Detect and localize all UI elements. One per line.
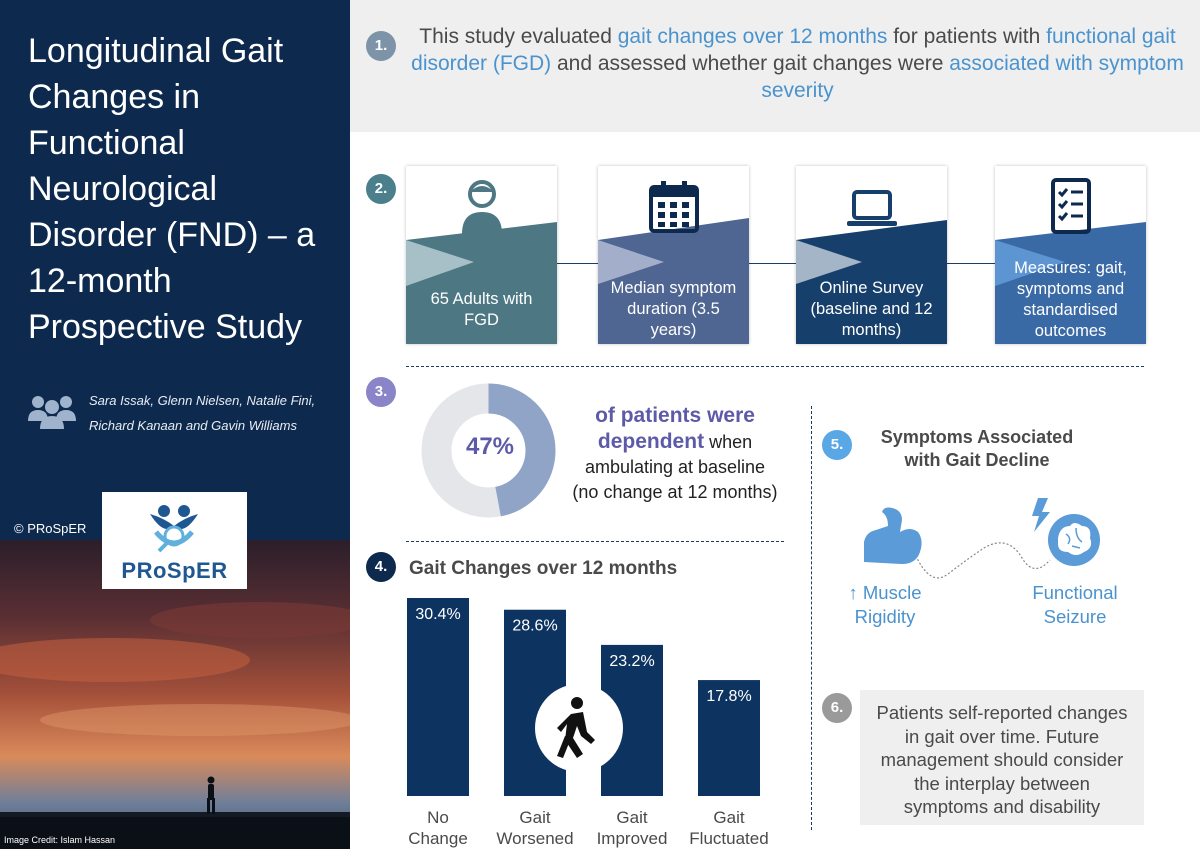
- dependency-text: of patients were dependent when ambulati…: [572, 404, 778, 502]
- symptom-functional-seizure: Functional Seizure: [1032, 582, 1118, 627]
- dependency-donut: [421, 383, 556, 518]
- checklist-icon: [1051, 178, 1091, 234]
- divider-dashed: [406, 366, 1144, 367]
- step-4-badge: 4.: [366, 552, 396, 582]
- highlight-fgd: functional gait disorder (FGD): [411, 25, 1176, 75]
- highlight-gait-changes: gait changes over 12 months: [617, 25, 888, 48]
- conclusion-box: Patients self-reported changes in gait o…: [860, 690, 1144, 825]
- donut-value-arc: [421, 383, 556, 518]
- dependency-percent: 47%: [465, 433, 515, 460]
- card-survey: Online Survey (baseline and 12 months): [796, 166, 947, 344]
- flexed-arm-icon: [864, 507, 922, 564]
- calendar-icon: [649, 181, 699, 233]
- image-credit: Image Credit: Islam Hassan: [4, 835, 116, 845]
- category-label-1-0: Gait: [519, 808, 550, 827]
- prosper-logo: PRoSpER: [102, 492, 247, 589]
- bar-0: [407, 598, 469, 796]
- category-label-3-1: Fluctuated: [689, 829, 768, 848]
- bar-3: [698, 680, 760, 796]
- step-5-badge: 5.: [822, 430, 852, 460]
- card-measures-text: Measures: gait, symptoms and standardise…: [1014, 259, 1127, 340]
- step-2-badge: 2.: [366, 174, 396, 204]
- brain-seizure-icon: [1032, 498, 1100, 566]
- logo-figures-icon: [150, 505, 198, 553]
- category-label-3-0: Gait: [713, 808, 744, 827]
- author-list: Sara Issak, Glenn Nielsen, Natalie Fini,…: [89, 393, 316, 433]
- category-label-0-1: Change: [408, 829, 468, 848]
- step-3-badge: 3.: [366, 377, 396, 407]
- people-group-icon: [28, 396, 76, 429]
- logo-text: PRoSpER: [121, 558, 228, 583]
- laptop-icon: [847, 190, 897, 226]
- card-duration: Median symptom duration (3.5 years): [598, 166, 749, 344]
- card-measures: Measures: gait, symptoms and standardise…: [995, 166, 1146, 344]
- conclusion-text: Patients self-reported changes in gait o…: [876, 702, 1128, 817]
- bar-value-label-0: 30.4%: [415, 606, 460, 623]
- cards-connector-line: [480, 263, 1060, 264]
- chart-title: Gait Changes over 12 months: [409, 558, 678, 579]
- bar-value-label-2: 23.2%: [609, 653, 654, 670]
- card-participants-text: 65 Adults with FGD: [430, 290, 533, 329]
- highlight-symptom-severity: associated with symptom severity: [761, 52, 1184, 102]
- card-participants: 65 Adults with FGD: [406, 166, 557, 344]
- bar-value-label-3: 17.8%: [706, 688, 751, 705]
- step-1-badge: 1.: [366, 31, 396, 61]
- symptom-muscle-rigidity: ↑ Muscle Rigidity: [848, 582, 922, 627]
- section-1-panel: 1. This study evaluated gait changes ove…: [350, 0, 1200, 132]
- person-icon: [462, 180, 502, 234]
- category-label-0-0: No: [427, 808, 449, 827]
- symptoms-title: Symptoms Associated with Gait Decline: [880, 427, 1074, 470]
- gait-changes-bar-chart: 30.4% No Change 28.6% Gait Worsened 23.2% Gait I…: [407, 598, 769, 848]
- left-panel: Longitudinal Gait Changes in Functional …: [0, 0, 350, 849]
- connection-wave: [913, 542, 1051, 579]
- copyright-label: © PRoSpER: [14, 521, 87, 536]
- sunset-photo: [0, 540, 350, 849]
- card-survey-text: Online Survey (baseline and 12 months): [810, 279, 933, 339]
- study-aim-text: This study evaluated gait changes over 1…: [411, 25, 1184, 102]
- step-6-badge: 6.: [822, 693, 852, 723]
- poster-title: Longitudinal Gait Changes in Functional …: [28, 32, 316, 346]
- bar-value-label-1: 28.6%: [512, 618, 557, 635]
- category-label-2-0: Gait: [616, 808, 647, 827]
- divider-dashed-2: [406, 541, 784, 542]
- category-label-2-1: Improved: [597, 829, 668, 848]
- walking-person-icon: [535, 684, 623, 772]
- card-duration-text: Median symptom duration (3.5 years): [610, 279, 737, 339]
- category-label-1-1: Worsened: [496, 829, 573, 848]
- divider-vertical: [811, 406, 812, 830]
